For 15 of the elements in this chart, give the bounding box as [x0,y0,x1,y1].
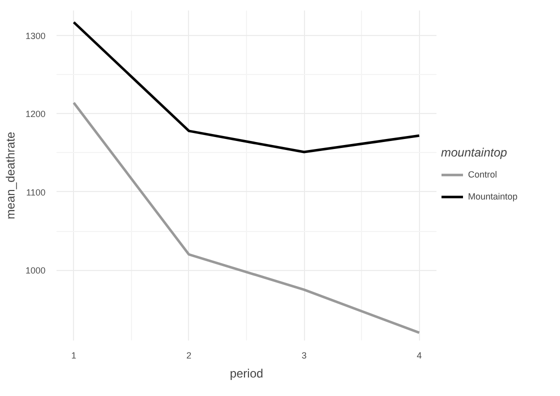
legend-label: Control [468,170,498,180]
line-series [72,20,420,154]
y-tick-label: 1200 [25,109,46,120]
y-tick-label: 1000 [25,266,46,276]
x-tick-label: 1 [71,350,76,360]
y-tick-label: 1100 [26,187,46,198]
x-tick-label: 3 [302,350,307,360]
y-tick-label: 1300 [25,31,46,42]
y-axis-title: mean_deathrate [3,131,18,220]
legend-title: mountaintop [441,146,508,160]
x-tick-label: 4 [416,350,422,360]
line-series [72,102,420,334]
legend-label: Mountaintop [468,192,518,202]
x-tick-label: 2 [186,350,192,360]
x-axis-title: period [230,366,264,380]
